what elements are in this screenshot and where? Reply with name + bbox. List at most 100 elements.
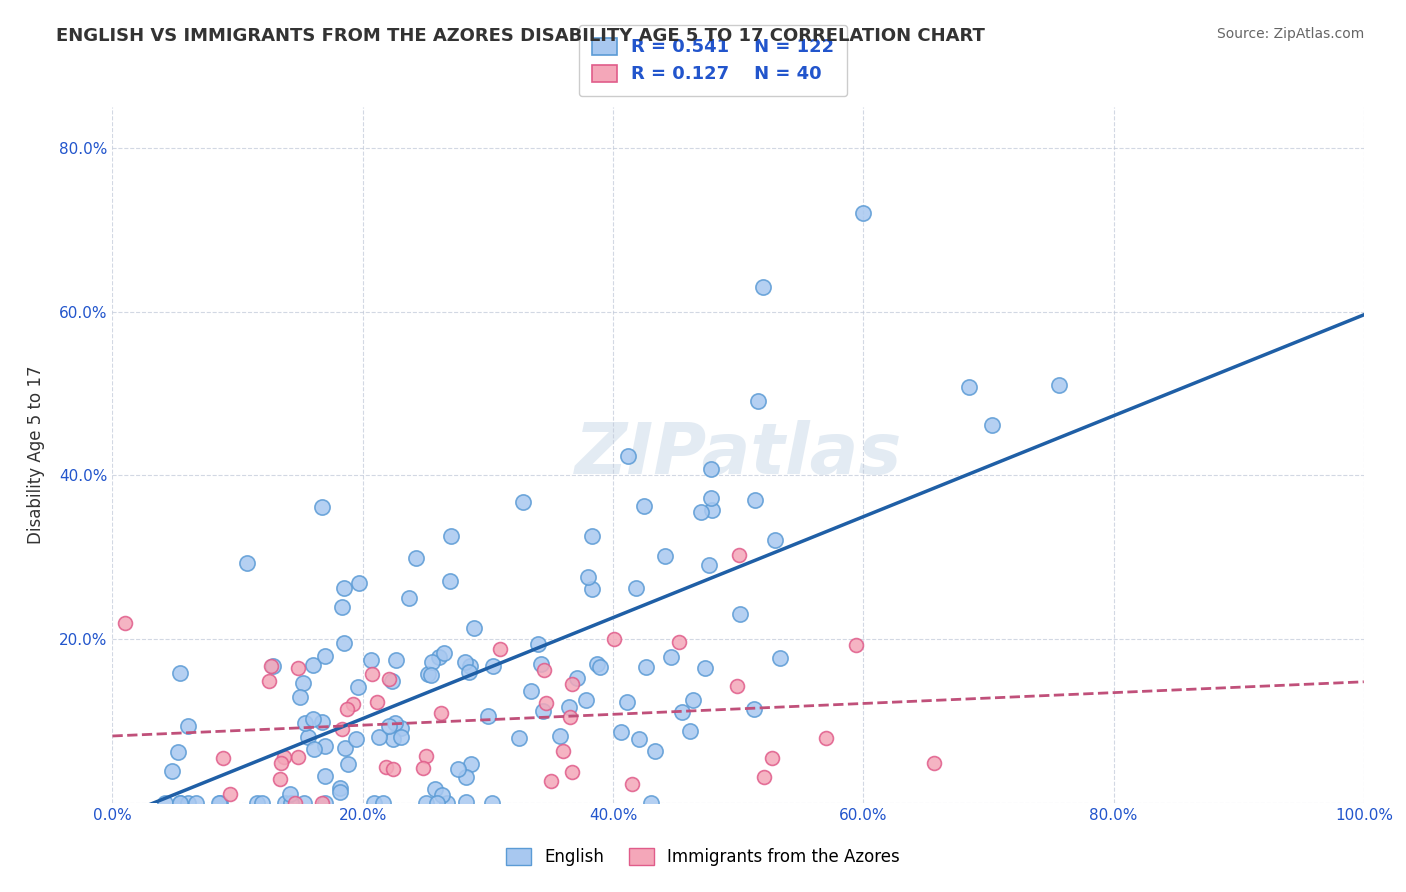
Point [290, 690, 312, 704]
Point [349, 576, 371, 591]
Point [344, 731, 367, 746]
Point [311, 796, 333, 810]
Point [527, 637, 550, 651]
Point [427, 650, 450, 665]
Point [640, 796, 662, 810]
Legend: R = 0.541    N = 122, R = 0.127    N = 40: R = 0.541 N = 122, R = 0.127 N = 40 [579, 25, 848, 96]
Point [302, 712, 325, 726]
Point [742, 702, 765, 716]
Point [314, 769, 336, 783]
Point [378, 719, 401, 733]
Point [363, 796, 385, 810]
Point [697, 558, 720, 573]
Point [329, 780, 352, 795]
Y-axis label: Disability Age 5 to 17: Disability Age 5 to 17 [27, 366, 45, 544]
Point [482, 659, 505, 673]
Point [728, 607, 751, 621]
Point [330, 600, 353, 615]
Point [727, 548, 749, 562]
Point [423, 781, 446, 796]
Point [644, 744, 666, 758]
Point [700, 491, 723, 505]
Point [628, 732, 651, 747]
Point [447, 762, 470, 776]
Point [747, 393, 769, 408]
Point [169, 796, 191, 810]
Point [957, 380, 980, 394]
Point [581, 582, 603, 596]
Point [294, 715, 316, 730]
Point [616, 695, 638, 709]
Point [561, 764, 583, 779]
Point [586, 657, 609, 672]
Point [287, 750, 309, 764]
Point [633, 499, 655, 513]
Point [752, 280, 775, 294]
Point [389, 730, 412, 744]
Point [184, 796, 207, 810]
Point [274, 796, 297, 810]
Point [981, 418, 1004, 433]
Point [381, 673, 404, 688]
Point [531, 704, 554, 718]
Point [361, 667, 384, 681]
Point [250, 796, 273, 810]
Point [311, 715, 333, 730]
Point [262, 658, 284, 673]
Point [558, 710, 581, 724]
Point [508, 731, 530, 745]
Point [330, 722, 353, 736]
Point [679, 723, 702, 738]
Text: ZIPatlas: ZIPatlas [575, 420, 901, 490]
Point [368, 731, 391, 745]
Point [385, 652, 408, 666]
Point [454, 771, 477, 785]
Point [540, 774, 562, 789]
Point [208, 796, 231, 810]
Point [378, 672, 401, 686]
Point [439, 574, 461, 588]
Point [412, 761, 434, 775]
Point [257, 674, 280, 689]
Point [763, 533, 786, 548]
Point [292, 675, 315, 690]
Point [589, 660, 612, 674]
Point [302, 658, 325, 673]
Point [211, 751, 233, 765]
Point [430, 706, 453, 720]
Point [700, 502, 723, 516]
Point [463, 621, 485, 635]
Point [436, 796, 458, 810]
Point [922, 756, 945, 770]
Point [169, 665, 191, 680]
Point [162, 764, 184, 779]
Point [269, 772, 291, 786]
Point [371, 796, 394, 810]
Point [284, 796, 307, 810]
Point [287, 661, 309, 675]
Point [420, 667, 443, 681]
Point [280, 796, 302, 810]
Point [636, 660, 658, 674]
Point [668, 635, 690, 649]
Point [752, 770, 775, 784]
Point [845, 638, 868, 652]
Point [690, 505, 713, 519]
Point [347, 681, 370, 695]
Point [426, 796, 449, 810]
Point [333, 581, 356, 595]
Point [236, 557, 259, 571]
Point [333, 740, 356, 755]
Legend: English, Immigrants from the Azores: English, Immigrants from the Azores [498, 840, 908, 875]
Point [273, 749, 295, 764]
Point [565, 671, 588, 685]
Point [814, 731, 837, 746]
Point [169, 796, 191, 810]
Point [512, 495, 534, 509]
Point [415, 749, 437, 764]
Point [381, 732, 404, 747]
Text: ENGLISH VS IMMIGRANTS FROM THE AZORES DISABILITY AGE 5 TO 17 CORRELATION CHART: ENGLISH VS IMMIGRANTS FROM THE AZORES DI… [56, 27, 986, 45]
Point [415, 796, 437, 810]
Point [342, 697, 364, 711]
Point [460, 757, 482, 772]
